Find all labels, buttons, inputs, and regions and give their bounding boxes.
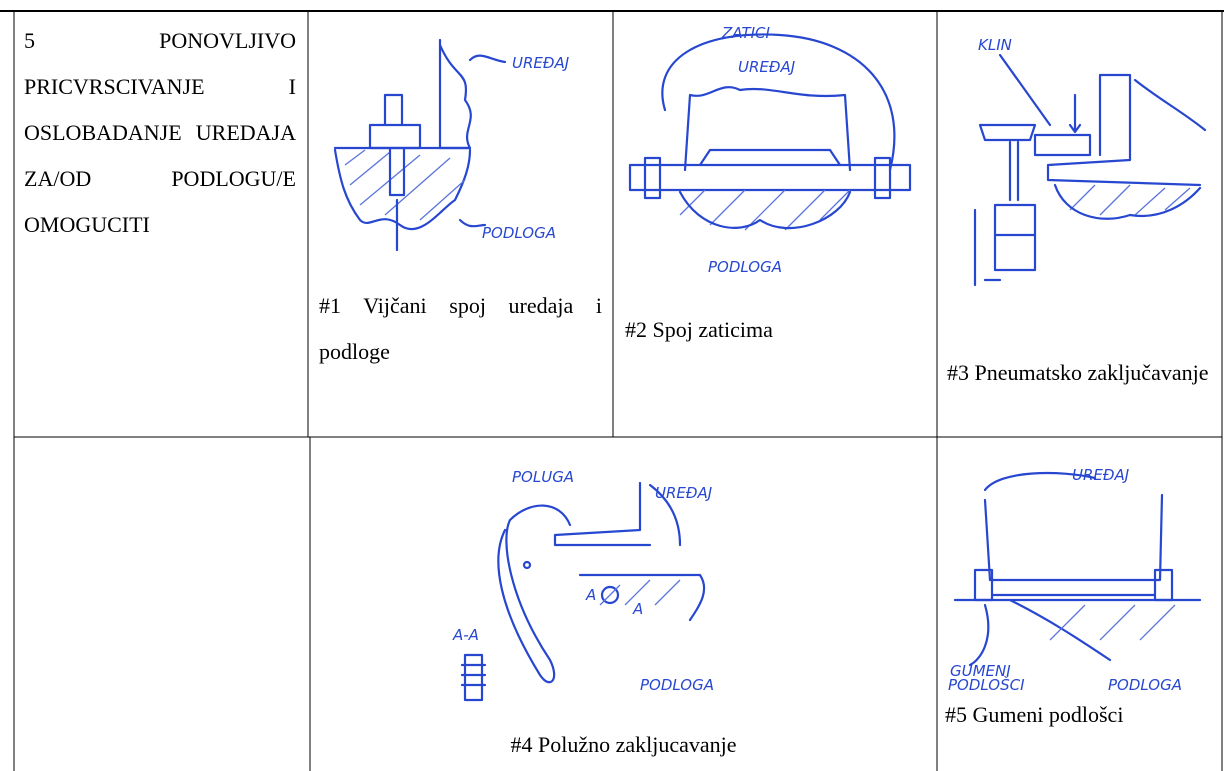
- sketch-labels: UREĐAJ PODLOGA ZATICI UREĐAJ PODLOGA KLIN POLU…: [452, 24, 1182, 694]
- sketch-pneumatic: [973, 53, 1207, 287]
- sketch-label: UREĐAJ: [738, 58, 795, 76]
- sketch-label: PODLOGA: [640, 676, 714, 694]
- table-grid: [13, 12, 1223, 771]
- sketch-label: A: [585, 586, 596, 604]
- sketch-label: UREĐAJ: [1072, 466, 1129, 484]
- sketch-rubber: [953, 471, 1202, 667]
- sketch-label: UREĐAJ: [512, 54, 569, 72]
- sketch-label: PODLOGA: [708, 258, 782, 276]
- sketch-label: GUMENI: [950, 662, 1011, 680]
- sketch-label: ZATICI: [721, 24, 771, 42]
- sketch-label: POLUGA: [512, 468, 574, 486]
- caption: #4 Polužno zakljucavanje: [510, 732, 737, 757]
- caption: #2 Spoj zaticima: [625, 317, 773, 342]
- caption: #3 Pneumatsko zaključavanje: [947, 360, 1209, 385]
- sketch-bolt: [333, 38, 507, 252]
- sketch-label: PODLOŠCI: [948, 675, 1025, 694]
- caption: #5 Gumeni podlošci: [945, 702, 1124, 727]
- sketch-label: A: [632, 600, 643, 618]
- sketch-label: PODLOGA: [482, 224, 556, 242]
- caption: #1 Vijčani spoj uredaja i podloge: [319, 293, 602, 364]
- sketch-label: PODLOGA: [1108, 676, 1182, 694]
- requirement-text: 5 PONOVLJIVO PRICVRSCIVANJE I OSLOBADANJ…: [24, 28, 296, 237]
- sketch-pins: [628, 33, 912, 231]
- sketch-lever: [460, 481, 706, 702]
- sketch-label: KLIN: [978, 36, 1012, 54]
- sketch-label: UREĐAJ: [655, 484, 712, 502]
- sketch-label: A-A: [452, 626, 479, 644]
